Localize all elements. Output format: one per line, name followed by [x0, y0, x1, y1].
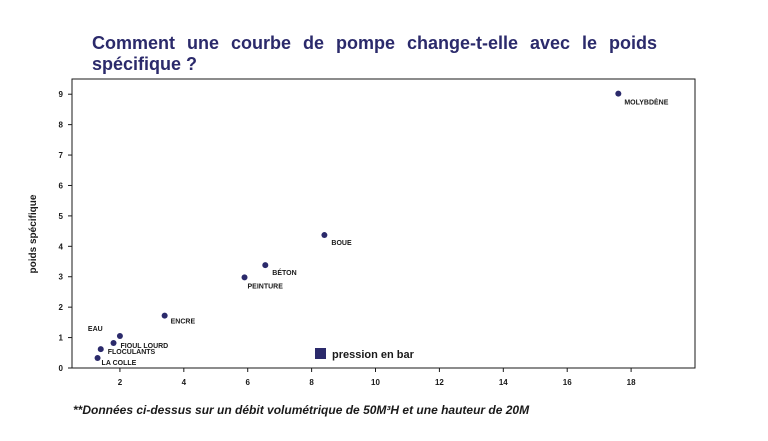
data-point	[321, 232, 328, 239]
data-point-label: BÉTON	[272, 268, 296, 277]
y-tick-label: 9	[59, 90, 64, 99]
data-point	[97, 346, 104, 353]
data-point	[161, 312, 168, 319]
legend: pression en bar	[315, 348, 415, 361]
data-point-label: FIOUL LOURD	[121, 343, 169, 350]
y-axis-title: poids spécifique	[28, 194, 39, 273]
data-point	[262, 262, 269, 269]
x-tick-label: 8	[309, 378, 314, 387]
y-axis-label: poids spécifique	[28, 194, 39, 273]
data-point-label: MOLYBDÈNE	[624, 98, 668, 107]
data-point	[116, 333, 123, 340]
x-tick-label: 6	[245, 378, 250, 387]
x-tick-label: 18	[627, 378, 636, 387]
y-tick-label: 4	[59, 242, 64, 251]
x-tick-label: 2	[118, 378, 123, 387]
x-axis-ticks: 2 4 6 8 10 12 14 16 18	[118, 368, 636, 387]
y-tick-label: 6	[59, 181, 64, 190]
data-point-label: EAU	[88, 326, 103, 333]
data-point	[241, 274, 248, 281]
y-tick-label: 5	[59, 212, 64, 221]
legend-marker	[315, 348, 326, 359]
chart-title: Comment une courbe de pompe change-t-ell…	[92, 33, 657, 74]
x-tick-label: 16	[563, 378, 572, 387]
x-tick-label: 12	[435, 378, 444, 387]
data-point-label: PEINTURE	[248, 283, 284, 290]
footnote: **Données ci-dessus sur un débit volumét…	[73, 403, 530, 417]
x-tick-label: 10	[371, 378, 380, 387]
data-point-label: LA COLLE	[102, 360, 137, 367]
y-tick-label: 2	[59, 303, 64, 312]
y-tick-label: 1	[59, 334, 64, 343]
plot-frame	[71, 78, 696, 369]
y-tick-label: 3	[59, 273, 64, 282]
x-tick-label: 4	[182, 378, 187, 387]
x-tick-label: 14	[499, 378, 508, 387]
legend-entry: pression en bar	[332, 349, 415, 361]
data-point	[110, 340, 117, 347]
y-axis-ticks: 0 1 2 3 4 5 6 7 8 9	[59, 90, 72, 373]
y-tick-label: 0	[59, 364, 64, 373]
data-point	[94, 354, 101, 361]
data-point-label: ENCRE	[171, 319, 196, 326]
y-tick-label: 7	[59, 151, 64, 160]
data-point-label: BOUE	[331, 240, 352, 247]
y-tick-label: 8	[59, 121, 64, 130]
data-point-label: FLOCULANTS	[108, 349, 156, 356]
data-point	[615, 90, 622, 97]
